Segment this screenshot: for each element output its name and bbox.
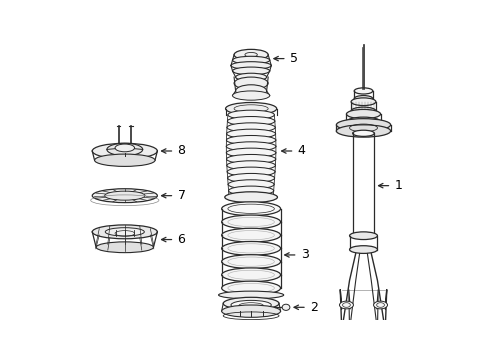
Ellipse shape xyxy=(353,130,374,136)
Ellipse shape xyxy=(373,301,388,309)
Ellipse shape xyxy=(354,95,373,102)
Ellipse shape xyxy=(225,192,277,203)
Ellipse shape xyxy=(233,56,270,64)
Ellipse shape xyxy=(346,109,381,119)
Ellipse shape xyxy=(92,225,157,239)
Ellipse shape xyxy=(105,228,145,236)
Text: 5: 5 xyxy=(290,52,298,65)
Ellipse shape xyxy=(340,301,353,309)
Ellipse shape xyxy=(221,268,281,282)
Ellipse shape xyxy=(234,49,268,60)
Text: 1: 1 xyxy=(394,179,402,192)
Ellipse shape xyxy=(225,203,277,211)
Ellipse shape xyxy=(223,297,279,310)
Ellipse shape xyxy=(236,73,267,81)
Ellipse shape xyxy=(221,255,281,269)
Ellipse shape xyxy=(221,281,281,295)
Ellipse shape xyxy=(349,246,377,253)
Ellipse shape xyxy=(226,135,276,145)
Ellipse shape xyxy=(336,119,391,131)
Ellipse shape xyxy=(228,186,274,195)
Ellipse shape xyxy=(219,291,284,299)
Text: 7: 7 xyxy=(177,189,186,202)
Ellipse shape xyxy=(221,202,281,216)
Ellipse shape xyxy=(226,148,276,157)
Ellipse shape xyxy=(227,123,275,132)
Ellipse shape xyxy=(221,228,281,242)
Ellipse shape xyxy=(236,85,267,97)
Ellipse shape xyxy=(95,154,155,166)
Ellipse shape xyxy=(221,215,281,229)
Ellipse shape xyxy=(226,142,276,151)
Text: 4: 4 xyxy=(297,144,305,157)
Ellipse shape xyxy=(226,154,276,164)
Ellipse shape xyxy=(231,62,271,69)
Ellipse shape xyxy=(227,161,275,170)
Ellipse shape xyxy=(107,143,143,156)
Ellipse shape xyxy=(351,98,376,105)
Ellipse shape xyxy=(221,305,281,317)
Text: 6: 6 xyxy=(177,233,185,246)
Ellipse shape xyxy=(228,180,274,189)
Ellipse shape xyxy=(233,67,270,75)
Ellipse shape xyxy=(351,107,376,115)
Ellipse shape xyxy=(353,233,374,239)
Ellipse shape xyxy=(346,117,381,126)
Ellipse shape xyxy=(336,125,391,137)
Ellipse shape xyxy=(234,77,268,89)
Ellipse shape xyxy=(231,300,271,310)
Ellipse shape xyxy=(227,167,275,176)
Ellipse shape xyxy=(92,143,157,159)
Ellipse shape xyxy=(227,117,275,126)
Ellipse shape xyxy=(228,174,274,183)
Ellipse shape xyxy=(228,110,274,120)
Ellipse shape xyxy=(96,242,153,253)
Ellipse shape xyxy=(227,129,275,138)
Ellipse shape xyxy=(92,189,157,203)
Ellipse shape xyxy=(115,144,135,152)
Ellipse shape xyxy=(221,242,281,255)
Ellipse shape xyxy=(349,232,377,239)
Ellipse shape xyxy=(229,192,273,202)
Text: 2: 2 xyxy=(310,301,318,314)
Text: 3: 3 xyxy=(301,248,309,261)
Text: 8: 8 xyxy=(177,144,186,157)
Ellipse shape xyxy=(233,91,270,100)
Ellipse shape xyxy=(225,103,277,115)
Ellipse shape xyxy=(105,191,145,200)
Ellipse shape xyxy=(354,88,373,94)
Ellipse shape xyxy=(282,304,290,310)
